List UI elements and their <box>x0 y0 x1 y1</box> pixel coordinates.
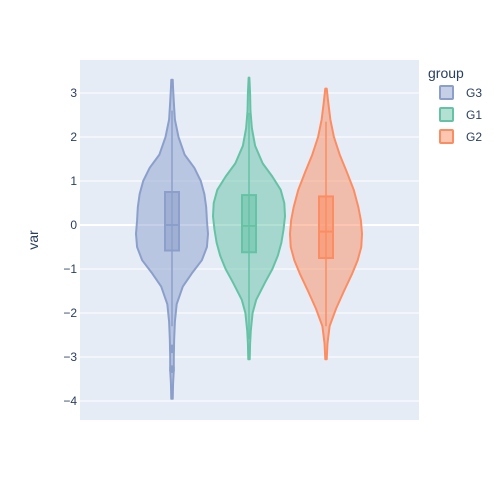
violin-g2 <box>289 87 363 361</box>
y-tick-label: 0 <box>70 218 77 232</box>
y-axis-ticks: −4 −3 −2 −1 0 1 2 3 <box>63 86 77 408</box>
legend-item-g1[interactable]: G1 <box>439 107 482 122</box>
legend-item-g2[interactable]: G2 <box>439 129 482 144</box>
y-tick-label: −1 <box>63 262 77 276</box>
y-tick-label: −4 <box>63 394 77 408</box>
legend-title: group <box>428 65 464 81</box>
iqr-box <box>164 191 180 252</box>
iqr-box <box>318 195 334 259</box>
legend-swatch <box>439 129 454 144</box>
outlier-point <box>169 347 175 354</box>
legend: group G3 G1 G2 <box>428 65 482 144</box>
y-tick-label: 3 <box>70 86 77 100</box>
outlier-point <box>169 367 175 374</box>
legend-label: G3 <box>466 86 482 100</box>
violin-g1 <box>212 76 286 361</box>
legend-swatch <box>439 85 454 100</box>
legend-swatch <box>439 107 454 122</box>
y-tick-label: 2 <box>70 130 77 144</box>
y-tick-label: −3 <box>63 350 77 364</box>
y-axis-title: var <box>25 230 41 250</box>
legend-label: G2 <box>466 130 482 144</box>
iqr-box <box>241 194 257 254</box>
y-tick-label: 1 <box>70 174 77 188</box>
legend-label: G1 <box>466 108 482 122</box>
violins <box>135 76 363 400</box>
y-tick-label: −2 <box>63 306 77 320</box>
violin-g3 <box>135 78 209 400</box>
legend-item-g3[interactable]: G3 <box>439 85 482 100</box>
